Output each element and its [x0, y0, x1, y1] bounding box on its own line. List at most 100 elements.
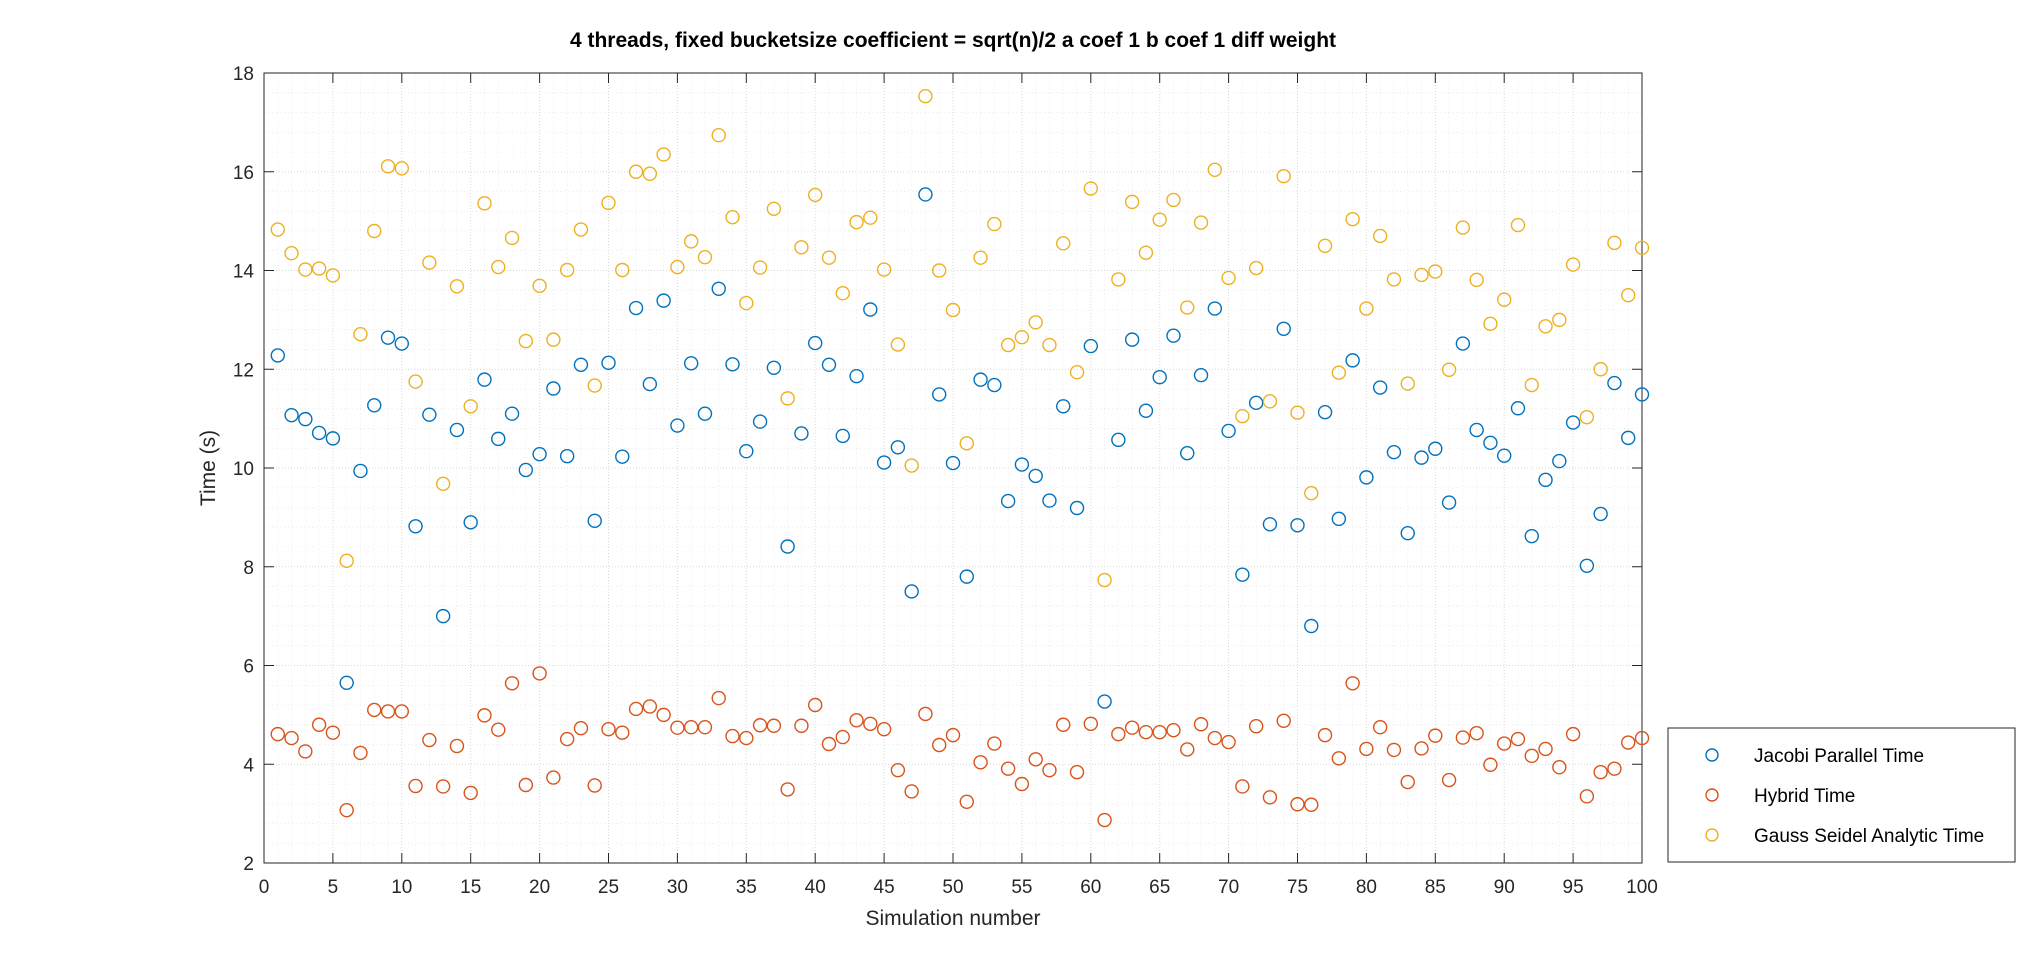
- point-gauss: [449, 279, 465, 294]
- point-jacobi: [504, 406, 520, 421]
- point-hybrid: [325, 725, 341, 740]
- point-jacobi: [1579, 558, 1595, 573]
- point-jacobi: [945, 455, 961, 471]
- point-hybrid: [1248, 719, 1264, 734]
- x-tick-label: 70: [1218, 877, 1239, 898]
- point-jacobi: [1124, 332, 1140, 347]
- point-hybrid: [1097, 812, 1112, 828]
- point-hybrid: [683, 720, 699, 735]
- point-gauss: [959, 436, 974, 451]
- point-hybrid: [532, 666, 547, 681]
- point-jacobi: [876, 455, 892, 470]
- point-jacobi: [435, 608, 451, 624]
- point-gauss: [1496, 292, 1512, 307]
- point-jacobi: [904, 584, 919, 599]
- point-hybrid: [1621, 735, 1636, 750]
- point-jacobi: [573, 357, 589, 373]
- point-jacobi: [683, 356, 699, 371]
- point-gauss: [408, 374, 423, 389]
- point-hybrid: [1372, 720, 1388, 735]
- point-jacobi: [1552, 453, 1567, 469]
- point-hybrid: [284, 730, 299, 746]
- point-hybrid: [1428, 728, 1443, 743]
- y-tick-label: 10: [233, 459, 254, 480]
- point-hybrid: [1469, 725, 1484, 741]
- point-hybrid: [1593, 764, 1608, 780]
- point-gauss: [325, 268, 341, 283]
- point-jacobi: [311, 425, 327, 441]
- point-hybrid: [380, 704, 396, 719]
- point-gauss: [1345, 211, 1360, 227]
- point-gauss: [766, 201, 782, 216]
- x-tick-label: 15: [460, 877, 481, 898]
- point-jacobi: [408, 519, 423, 534]
- point-gauss: [725, 209, 740, 225]
- point-hybrid: [615, 725, 630, 740]
- point-gauss: [876, 262, 892, 277]
- point-gauss: [849, 214, 864, 230]
- point-gauss: [1193, 215, 1209, 230]
- point-hybrid: [987, 736, 1002, 751]
- legend: Jacobi Parallel Time Hybrid Time Gauss S…: [1667, 727, 2016, 863]
- point-jacobi: [794, 426, 809, 441]
- point-jacobi: [1276, 321, 1291, 336]
- grid: [263, 72, 1643, 864]
- point-gauss: [1069, 365, 1085, 380]
- point-hybrid: [849, 713, 864, 728]
- x-tick-label: 5: [328, 877, 339, 898]
- point-jacobi: [780, 539, 795, 554]
- point-jacobi: [808, 335, 823, 351]
- point-hybrid: [270, 726, 285, 742]
- point-jacobi: [532, 446, 547, 462]
- point-gauss: [1510, 217, 1526, 233]
- point-jacobi: [1290, 518, 1305, 533]
- point-hybrid: [821, 736, 837, 752]
- point-hybrid: [435, 779, 451, 794]
- point-gauss: [1538, 319, 1553, 334]
- x-tick-label: 10: [391, 877, 412, 898]
- point-gauss: [642, 166, 658, 181]
- point-jacobi: [1455, 336, 1471, 351]
- point-gauss: [1469, 272, 1484, 288]
- point-hybrid: [422, 732, 437, 748]
- point-gauss: [1607, 235, 1622, 251]
- point-gauss: [298, 262, 313, 277]
- point-hybrid: [945, 727, 961, 743]
- point-gauss: [1207, 162, 1223, 177]
- point-jacobi: [1028, 468, 1043, 484]
- point-jacobi: [835, 428, 850, 444]
- point-gauss: [559, 262, 575, 278]
- point-gauss: [1028, 315, 1043, 330]
- point-jacobi: [1180, 445, 1195, 461]
- point-jacobi: [1400, 525, 1415, 541]
- point-hybrid: [449, 738, 465, 754]
- point-gauss: [477, 196, 492, 211]
- point-jacobi: [1510, 401, 1526, 416]
- point-gauss: [890, 337, 906, 352]
- point-jacobi: [559, 448, 575, 464]
- point-hybrid: [1262, 790, 1278, 805]
- point-hybrid: [311, 717, 327, 732]
- point-gauss: [1138, 245, 1154, 260]
- point-gauss: [1290, 405, 1305, 420]
- point-jacobi: [1441, 495, 1457, 510]
- point-hybrid: [1538, 741, 1553, 757]
- point-jacobi: [1524, 528, 1539, 544]
- point-gauss: [615, 262, 630, 278]
- point-hybrid: [780, 782, 795, 797]
- point-hybrid: [794, 718, 809, 733]
- point-hybrid: [1235, 779, 1250, 794]
- point-gauss: [504, 230, 520, 246]
- point-gauss: [1000, 337, 1016, 353]
- point-jacobi: [1056, 399, 1071, 414]
- point-hybrid: [1056, 717, 1071, 732]
- point-hybrid: [1386, 742, 1402, 758]
- point-gauss: [683, 234, 699, 249]
- point-gauss: [1317, 238, 1333, 254]
- point-jacobi: [518, 462, 534, 478]
- point-jacobi: [1014, 457, 1030, 472]
- point-jacobi: [849, 368, 864, 384]
- point-hybrid: [1111, 726, 1126, 742]
- point-hybrid: [918, 706, 933, 722]
- y-tick-label: 2: [243, 854, 254, 875]
